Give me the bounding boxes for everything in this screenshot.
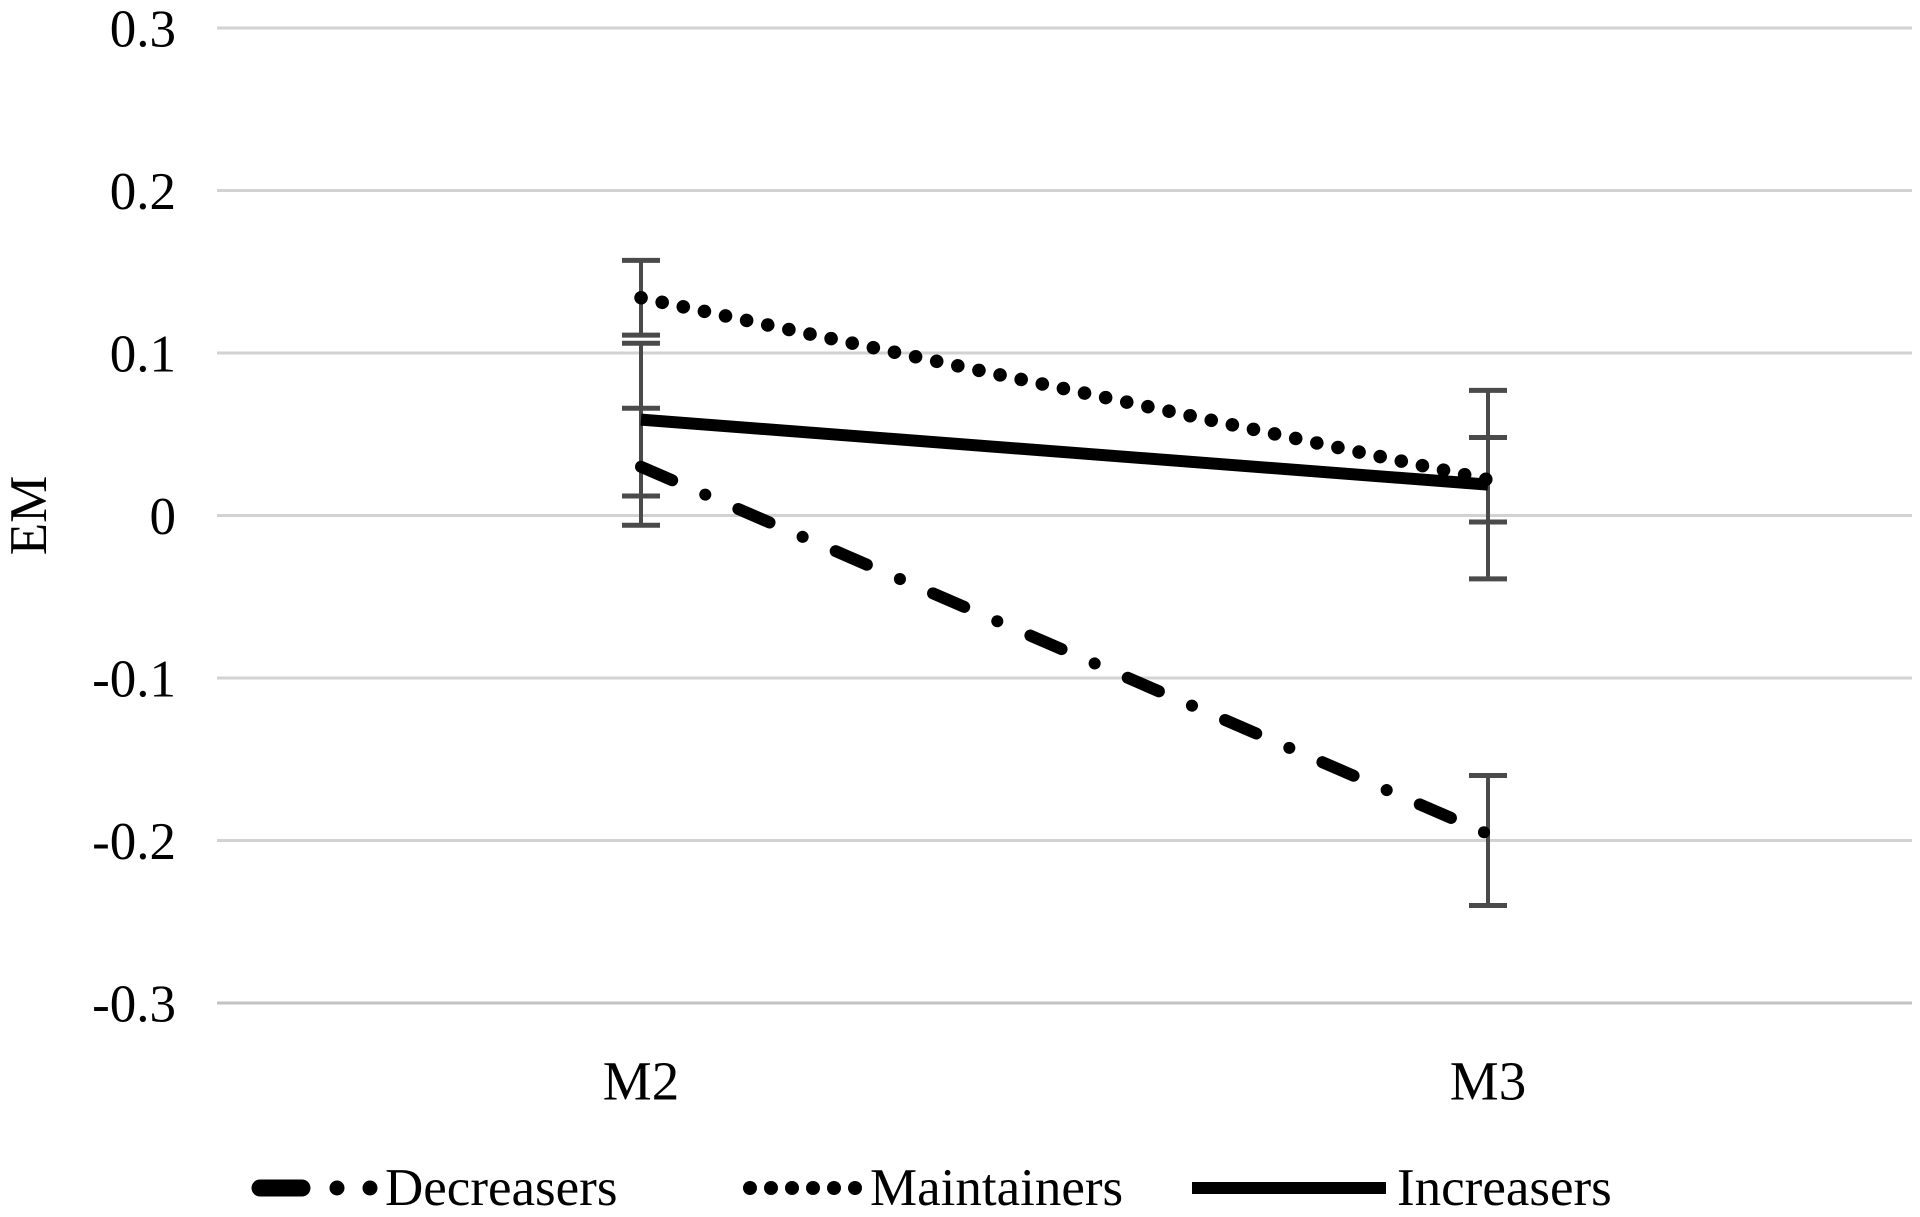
y-tick-label: -0.3 <box>92 976 176 1034</box>
y-tick-label: 0.3 <box>110 1 176 59</box>
legend-label-increasers: Increasers <box>1397 1158 1612 1217</box>
y-axis-title: EM <box>0 476 58 556</box>
legend-sample-maintainers-dotted-line <box>743 1181 862 1195</box>
legend-sample-increasers-solid-line <box>1192 1182 1386 1194</box>
y-tick-label: 0 <box>150 488 177 546</box>
x-tick-label: M3 <box>1450 1050 1526 1111</box>
legend-sample-decreasers-dashdot-line <box>251 1179 378 1197</box>
x-tick-label: M2 <box>603 1050 679 1111</box>
legend-item-maintainers: Maintainers <box>742 1158 1123 1217</box>
series-line-increasers <box>640 413 1489 491</box>
y-tick-label: -0.2 <box>92 813 176 871</box>
legend-label-maintainers: Maintainers <box>870 1158 1124 1217</box>
y-tick-label: 0.2 <box>110 163 176 221</box>
legend-item-increasers: Increasers <box>1188 1158 1612 1217</box>
series-line-decreasers <box>635 460 1494 840</box>
legend-label-decreasers: Decreasers <box>385 1158 618 1217</box>
series-line-maintainers <box>634 291 1495 487</box>
legend-item-decreasers: Decreasers <box>250 1158 617 1217</box>
y-tick-label: 0.1 <box>110 326 176 384</box>
y-tick-label: -0.1 <box>92 651 176 709</box>
